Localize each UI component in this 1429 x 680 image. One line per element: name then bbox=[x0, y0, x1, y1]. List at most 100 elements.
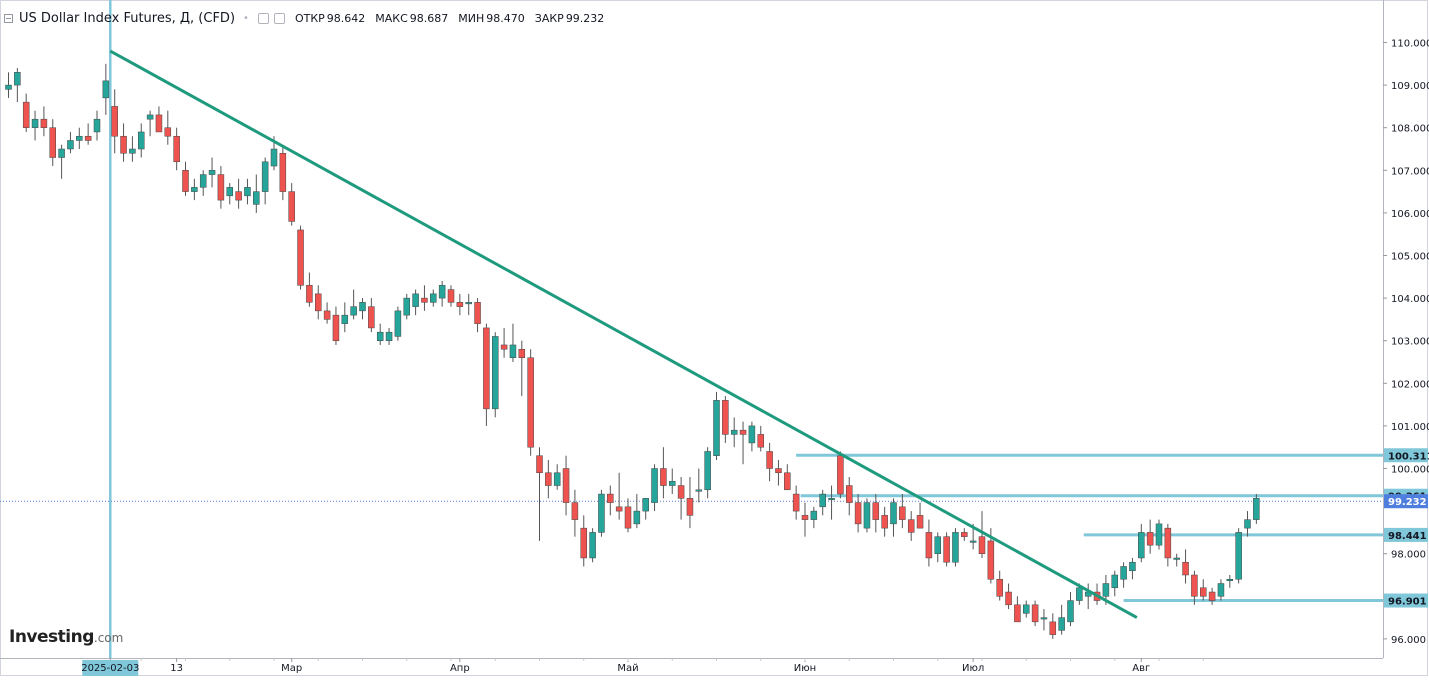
settings-icon[interactable] bbox=[273, 12, 285, 24]
candle-body bbox=[527, 357, 534, 448]
candle-body bbox=[899, 506, 906, 520]
candle-body bbox=[1120, 566, 1127, 580]
candle bbox=[350, 289, 357, 320]
candle bbox=[1049, 613, 1057, 639]
candle bbox=[978, 511, 986, 558]
candle-body bbox=[1111, 574, 1118, 589]
candle-body bbox=[235, 191, 242, 201]
candle-body bbox=[846, 485, 853, 503]
candle bbox=[1031, 600, 1039, 627]
candle-body bbox=[199, 174, 207, 188]
candle bbox=[111, 89, 118, 154]
candle-body bbox=[14, 72, 21, 86]
candle bbox=[244, 178, 251, 205]
candle-body bbox=[589, 532, 596, 559]
candle-body bbox=[580, 527, 587, 559]
candle bbox=[208, 157, 216, 188]
candle bbox=[1120, 562, 1127, 588]
candle-body bbox=[270, 148, 278, 167]
close-value: 99.232 bbox=[565, 11, 605, 25]
candle-body bbox=[1226, 579, 1234, 582]
candle-body bbox=[376, 331, 384, 341]
candle-body bbox=[607, 493, 614, 503]
candle bbox=[633, 494, 641, 529]
candle-body bbox=[739, 429, 747, 435]
candle-body bbox=[890, 502, 897, 525]
candle-body bbox=[1164, 527, 1172, 559]
candle bbox=[306, 272, 313, 307]
candle bbox=[730, 417, 738, 448]
price-tick-label: 103.000 bbox=[1391, 337, 1429, 348]
candle bbox=[669, 468, 676, 495]
eye-icon[interactable] bbox=[257, 12, 269, 24]
time-tick-label: 13 bbox=[170, 663, 183, 674]
candle bbox=[1014, 596, 1021, 623]
candle-body bbox=[465, 302, 472, 305]
separator-dot-icon: • bbox=[243, 12, 249, 24]
candle-body bbox=[1173, 557, 1180, 560]
candle-body bbox=[1005, 591, 1012, 606]
candle bbox=[1226, 575, 1234, 588]
candle bbox=[775, 459, 782, 486]
candle bbox=[102, 63, 110, 115]
candle bbox=[1191, 570, 1198, 605]
candle-body bbox=[1208, 591, 1216, 601]
candle-body bbox=[837, 455, 844, 495]
candle bbox=[518, 340, 526, 397]
time-tick-label: Июл bbox=[962, 663, 984, 674]
candle bbox=[1146, 519, 1154, 554]
candle-body bbox=[1129, 561, 1136, 571]
open-value: 98.642 bbox=[326, 11, 366, 25]
level-price-label: 100.311 bbox=[1388, 451, 1429, 462]
candle-body bbox=[695, 489, 703, 492]
candle bbox=[1235, 528, 1242, 584]
time-tick-label: 2025-02-03 bbox=[81, 663, 139, 674]
candle bbox=[129, 136, 136, 162]
candle bbox=[500, 327, 508, 358]
candle-body bbox=[633, 510, 641, 525]
candle bbox=[394, 306, 402, 341]
candle-body bbox=[757, 434, 764, 448]
candle-body bbox=[430, 293, 437, 303]
candle bbox=[483, 323, 490, 426]
time-tick-label: Авг bbox=[1132, 663, 1150, 674]
candle bbox=[545, 459, 552, 499]
candle-body bbox=[146, 114, 154, 120]
candle-body bbox=[766, 451, 773, 469]
candle-body bbox=[474, 302, 481, 324]
candle bbox=[430, 289, 437, 307]
investing-logo[interactable]: Investing.com bbox=[9, 627, 123, 647]
price-tick-label: 106.000 bbox=[1391, 209, 1429, 220]
instrument-title[interactable]: US Dollar Index Futures, Д, (CFD) bbox=[19, 10, 236, 26]
logo-brand: Investing bbox=[9, 627, 94, 647]
candle bbox=[492, 332, 499, 418]
candle bbox=[943, 532, 950, 567]
candle-body bbox=[969, 540, 977, 543]
candle bbox=[651, 464, 658, 512]
candle-body bbox=[288, 191, 295, 222]
candle bbox=[447, 285, 455, 307]
candle-body bbox=[49, 127, 56, 158]
candle bbox=[695, 468, 703, 503]
candle-body bbox=[297, 229, 304, 286]
time-tick-label: Мар bbox=[281, 663, 302, 674]
candle bbox=[784, 464, 791, 491]
candle-body bbox=[1235, 532, 1242, 580]
candle bbox=[1217, 579, 1225, 601]
candle-body bbox=[642, 498, 649, 512]
candle bbox=[385, 327, 393, 345]
candle-body bbox=[1182, 561, 1189, 576]
open-label: ОТКР bbox=[294, 11, 325, 25]
candle-body bbox=[730, 429, 738, 435]
candle-body bbox=[792, 493, 800, 512]
candle-body bbox=[102, 80, 110, 99]
collapse-icon[interactable] bbox=[4, 13, 13, 23]
candle-body bbox=[669, 481, 676, 486]
candle bbox=[810, 506, 818, 529]
candle-body bbox=[58, 148, 65, 158]
candle-body bbox=[226, 187, 233, 197]
candle-body bbox=[111, 106, 118, 137]
